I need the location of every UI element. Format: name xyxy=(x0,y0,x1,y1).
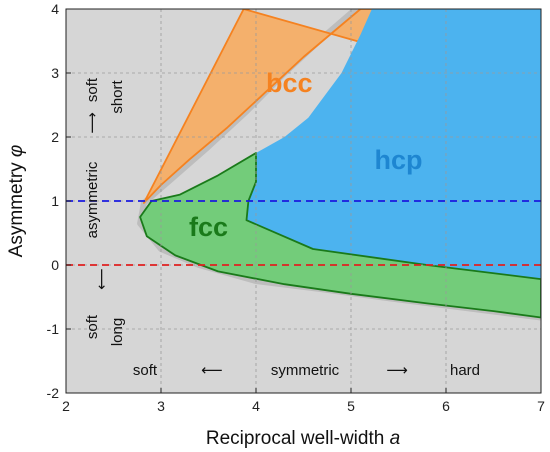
annotation-soft-horizontal: soft xyxy=(133,362,158,379)
annotation-left-arrow: ⟵ xyxy=(201,362,223,379)
y-axis-title-text: Asymmetry xyxy=(6,162,27,258)
y-tick-label: 0 xyxy=(51,257,59,273)
annotation-down-arrow: ⟶ xyxy=(93,268,110,290)
annotation-long: long xyxy=(109,318,126,346)
annotation-symmetric: symmetric xyxy=(271,362,340,379)
x-tick-label: 7 xyxy=(537,398,545,414)
annotation-soft-bottom: soft xyxy=(84,314,101,339)
y-axis-symbol: φ xyxy=(6,145,27,157)
annotation-short: short xyxy=(109,80,126,114)
y-tick-label: -1 xyxy=(47,321,60,337)
y-tick-label: 2 xyxy=(51,129,59,145)
x-tick-label: 5 xyxy=(347,398,355,414)
y-axis-title: Asymmetry φ xyxy=(6,145,27,258)
y-tick-label: 4 xyxy=(51,1,59,17)
x-tick-label: 4 xyxy=(252,398,260,414)
phase-label-hcp: hcp xyxy=(374,145,422,175)
x-tick-label: 6 xyxy=(442,398,450,414)
y-tick-label: 1 xyxy=(51,193,59,209)
annotation-up-arrow: ⟶ xyxy=(84,112,101,134)
x-tick-label: 3 xyxy=(157,398,165,414)
phase-label-fcc: fcc xyxy=(189,212,228,242)
region-hcp xyxy=(246,9,541,280)
region-fcc xyxy=(139,152,541,319)
annotation-soft-top: soft xyxy=(84,77,101,102)
x-axis-title-text: Reciprocal well-width xyxy=(206,428,384,449)
x-axis-title: Reciprocal well-width a xyxy=(206,428,400,449)
y-tick-label: -2 xyxy=(47,385,60,401)
annotation-asymmetric: asymmetric xyxy=(84,161,101,238)
x-axis-symbol: a xyxy=(390,428,401,449)
phase-label-bcc: bcc xyxy=(266,68,313,98)
annotation-hard: hard xyxy=(450,362,480,379)
y-tick-label: 3 xyxy=(51,65,59,81)
x-tick-label: 2 xyxy=(62,398,70,414)
annotation-right-arrow: ⟶ xyxy=(386,362,408,379)
